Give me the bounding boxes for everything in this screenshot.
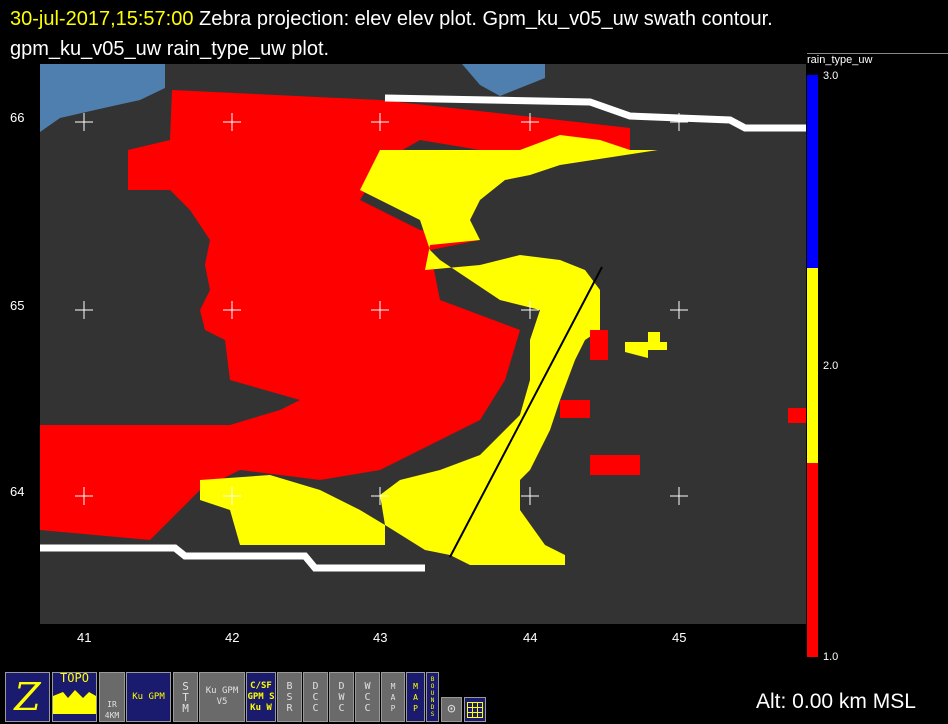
y-tick-label: 64 xyxy=(10,484,25,499)
map-blue-button[interactable]: MAP xyxy=(406,672,425,722)
grid-cross-icon xyxy=(521,487,539,505)
colorbar-segment-3 xyxy=(807,75,818,268)
grid-cross-icon xyxy=(521,113,539,131)
stratiform-rain-cell xyxy=(590,330,608,360)
topo-label: TOPO xyxy=(60,672,89,685)
grid-cross-icon xyxy=(521,301,539,319)
colorbar-label: 1.0 xyxy=(823,651,839,663)
plot-title: 30-jul-2017,15:57:00 Zebra projection: e… xyxy=(10,4,890,64)
title-text: Zebra projection: elev elev plot. Gpm_ku… xyxy=(10,8,773,60)
stm-button[interactable]: STM xyxy=(173,672,198,722)
grid-cross-icon xyxy=(670,487,688,505)
grid-cross-icon xyxy=(75,487,93,505)
colorbar-label: 2.0 xyxy=(823,360,839,372)
altitude-readout: Alt: 0.00 km MSL xyxy=(756,690,916,713)
grid-button[interactable] xyxy=(464,697,486,722)
grid-crosses xyxy=(75,113,688,505)
stratiform-rain-cell xyxy=(788,408,806,423)
swath-edge-top xyxy=(384,94,806,132)
grid-cross-icon xyxy=(371,487,389,505)
convective-rain-region xyxy=(360,135,658,565)
convective-rain-region xyxy=(625,332,667,358)
bounds-label: BOUNDS xyxy=(430,676,435,718)
zebra-button[interactable]: Z xyxy=(5,672,50,722)
colorbar-divider xyxy=(807,53,948,54)
grid-cross-icon xyxy=(670,301,688,319)
gpm-ku-button[interactable]: Ku GPM xyxy=(126,672,171,722)
circle-icon: ⊙ xyxy=(447,701,456,717)
y-tick-label: 66 xyxy=(10,110,25,125)
csf-gpm-button[interactable]: C/SF GPM S Ku W xyxy=(246,672,276,722)
map-label: MAP xyxy=(413,681,418,713)
bounds-button[interactable]: BOUNDS xyxy=(426,672,439,722)
land-area xyxy=(40,64,165,132)
topo-button[interactable]: TOPO xyxy=(52,672,97,722)
stratiform-rain-cell xyxy=(560,400,590,418)
wcc-label: WCC xyxy=(364,680,371,714)
grid-cross-icon xyxy=(75,301,93,319)
grid-icon xyxy=(467,701,483,718)
ir-4km-button[interactable]: IR 4KM xyxy=(99,672,125,722)
dcc-label: DCC xyxy=(312,680,319,714)
colorbar-segment-1 xyxy=(807,463,818,657)
gpm-v5-label: Ku GPM V5 xyxy=(205,686,239,707)
title-datetime: 30-jul-2017,15:57:00 xyxy=(10,8,194,30)
cross-section-line[interactable] xyxy=(449,266,603,558)
x-tick-label: 44 xyxy=(523,630,538,645)
grid-cross-icon xyxy=(223,113,241,131)
grid-cross-icon xyxy=(223,487,241,505)
zebra-logo: Z xyxy=(14,674,41,719)
x-tick-label: 41 xyxy=(77,630,92,645)
grid-cross-icon xyxy=(371,301,389,319)
gpm-ku-label: Ku GPM xyxy=(132,691,165,702)
x-tick-label: 42 xyxy=(225,630,240,645)
bsr-button[interactable]: BSR xyxy=(277,672,302,722)
map-label: MAP xyxy=(390,681,396,713)
x-tick-label: 43 xyxy=(373,630,388,645)
land-area xyxy=(462,64,545,96)
dcc-button[interactable]: DCC xyxy=(303,672,328,722)
stm-label: STM xyxy=(182,679,189,715)
colorbar-label: 3.0 xyxy=(823,70,839,82)
map-gray-button[interactable]: MAP xyxy=(381,672,405,722)
y-tick-label: 65 xyxy=(10,298,25,313)
colorbar-title: rain_type_uw xyxy=(807,54,873,66)
gpm-v5-button[interactable]: Ku GPM V5 xyxy=(199,672,245,722)
dwc-button[interactable]: DWC xyxy=(329,672,354,722)
x-tick-label: 45 xyxy=(672,630,687,645)
convective-rain-region xyxy=(200,475,385,545)
stratiform-rain-region xyxy=(40,90,630,540)
grid-cross-icon xyxy=(75,113,93,131)
grid-cross-icon xyxy=(670,113,688,131)
circle-button[interactable]: ⊙ xyxy=(441,697,462,722)
csf-gpm-label: C/SF GPM S Ku W xyxy=(247,680,275,713)
ir-label: IR 4KM xyxy=(104,700,120,720)
swath-edge-bottom xyxy=(40,544,425,572)
stratiform-rain-cell xyxy=(590,455,640,475)
colorbar-segment-2 xyxy=(807,268,818,463)
mountains-icon xyxy=(53,690,96,714)
dwc-label: DWC xyxy=(338,680,345,714)
bsr-label: BSR xyxy=(286,680,293,714)
grid-cross-icon xyxy=(223,301,241,319)
wcc-button[interactable]: WCC xyxy=(355,672,380,722)
grid-cross-icon xyxy=(371,113,389,131)
